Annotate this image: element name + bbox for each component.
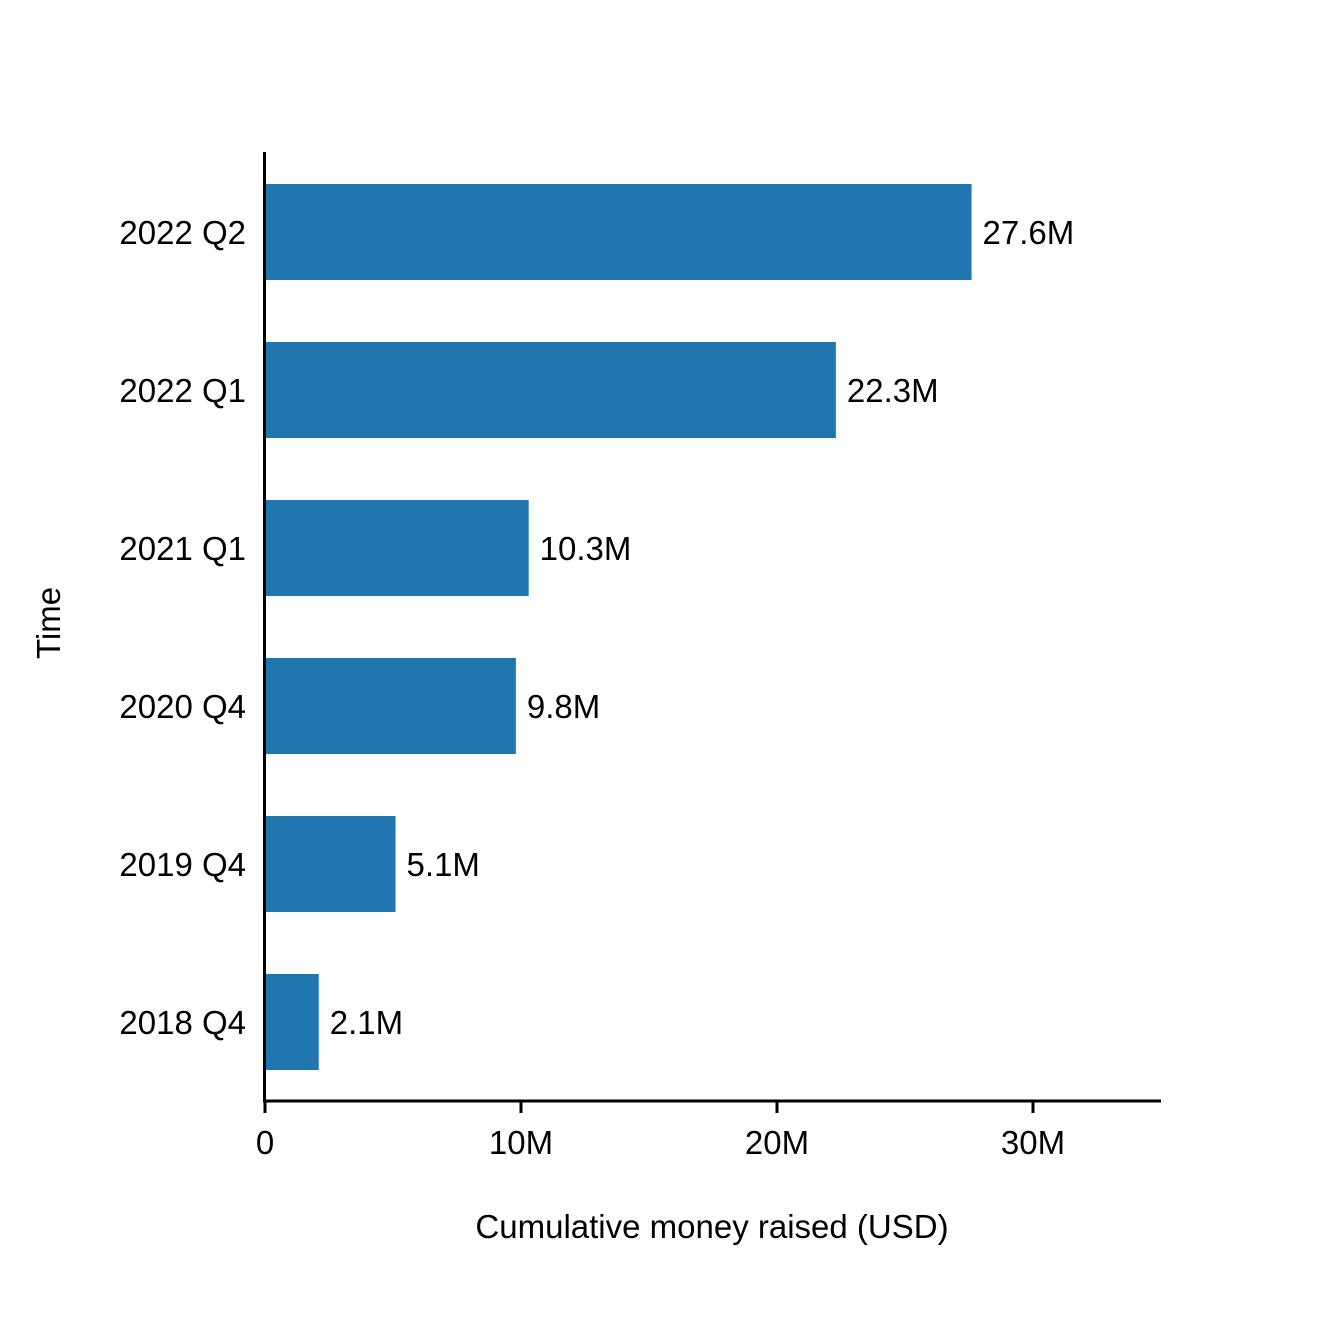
value-labels-layer: 27.6M 22.3M 10.3M 9.8M 5.1M 2.1M <box>330 214 1075 1041</box>
value-label: 10.3M <box>540 530 632 567</box>
value-label: 2.1M <box>330 1004 403 1041</box>
bar-2021-q1 <box>265 500 529 596</box>
y-tick-label: 2021 Q1 <box>119 530 246 567</box>
x-tick-label: 10M <box>489 1124 553 1161</box>
value-label: 5.1M <box>407 846 480 883</box>
value-label: 27.6M <box>983 214 1075 251</box>
y-tick-label: 2022 Q2 <box>119 214 246 251</box>
bars-layer <box>265 184 972 1070</box>
y-tick-label: 2018 Q4 <box>119 1004 246 1041</box>
y-tick-label: 2022 Q1 <box>119 372 246 409</box>
x-tick-label: 20M <box>745 1124 809 1161</box>
x-tick-label: 30M <box>1001 1124 1065 1161</box>
x-axis-title: Cumulative money raised (USD) <box>475 1208 948 1245</box>
bar-2018-q4 <box>265 974 319 1070</box>
x-tick-label: 0 <box>256 1124 274 1161</box>
bar-2019-q4 <box>265 816 396 912</box>
y-axis-title: Time <box>30 587 67 659</box>
x-ticks-layer: 0 10M 20M 30M <box>256 1101 1065 1161</box>
bar-2022-q2 <box>265 184 972 280</box>
y-tick-label: 2019 Q4 <box>119 846 246 883</box>
bar-2022-q1 <box>265 342 836 438</box>
value-label: 9.8M <box>527 688 600 725</box>
value-label: 22.3M <box>847 372 939 409</box>
category-labels-layer: 2022 Q2 2022 Q1 2021 Q1 2020 Q4 2019 Q4 2018 … <box>119 214 246 1041</box>
bar-2020-q4 <box>265 658 516 754</box>
y-tick-label: 2020 Q4 <box>119 688 246 725</box>
